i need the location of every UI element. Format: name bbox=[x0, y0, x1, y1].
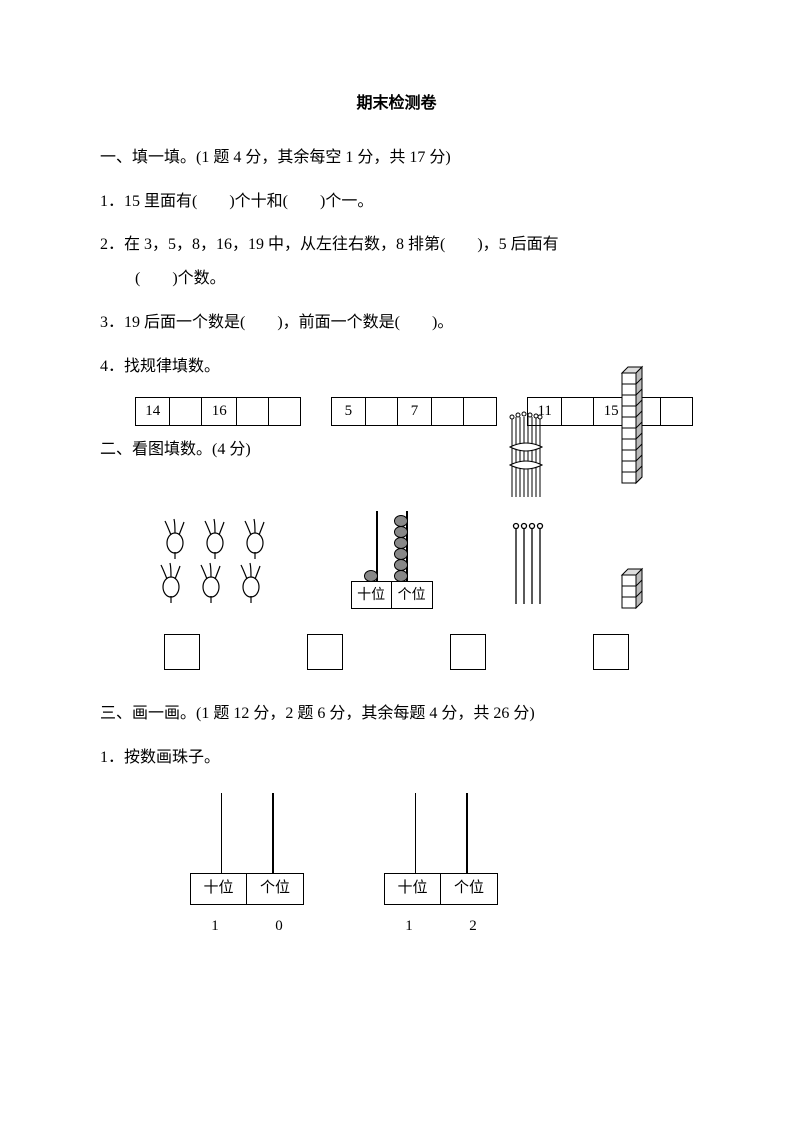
seq1-c4 bbox=[268, 397, 300, 425]
s3-q1: 1．按数画珠子。 bbox=[100, 744, 693, 773]
seq2-c4 bbox=[464, 397, 497, 425]
section2-heading: 二、看图填数。(4 分) bbox=[100, 436, 693, 465]
radishes-graphic bbox=[147, 509, 277, 609]
q2-cont: ( )个数。 bbox=[100, 265, 693, 294]
section3-heading: 三、画一画。(1 题 12 分，2 题 6 分，其余每题 4 分，共 26 分) bbox=[100, 700, 693, 729]
seq1-c0: 14 bbox=[136, 397, 170, 425]
answer-box-1[interactable] bbox=[164, 634, 200, 670]
seq-table-3: 11 15 bbox=[527, 397, 693, 426]
abacus-2: 十位 个位 1 2 bbox=[384, 793, 498, 940]
cubes-graphic bbox=[620, 365, 646, 609]
abacus1-ones-label: 个位 bbox=[247, 874, 303, 904]
seq1-c2: 16 bbox=[202, 397, 236, 425]
bead-icon bbox=[394, 570, 408, 582]
abacus-mini-graphic: 十位 个位 bbox=[351, 511, 433, 609]
mini-ones-label: 个位 bbox=[392, 582, 432, 608]
mini-tens-label: 十位 bbox=[352, 582, 392, 608]
q3: 3．19 后面一个数是( )，前面一个数是( )。 bbox=[100, 309, 693, 338]
answer-box-3[interactable] bbox=[450, 634, 486, 670]
rod-tens[interactable] bbox=[415, 793, 417, 873]
answer-box-4[interactable] bbox=[593, 634, 629, 670]
cube-column-3-icon bbox=[620, 489, 646, 609]
bead-icon bbox=[394, 559, 408, 571]
mini-rod-ones bbox=[406, 511, 408, 581]
rod-ones[interactable] bbox=[272, 793, 274, 873]
stick-bundle-icon bbox=[506, 407, 546, 502]
bead-icon bbox=[394, 548, 408, 560]
q2: 2．在 3，5，8，16，19 中，从左往右数，8 排第( )，5 后面有 ( … bbox=[100, 231, 693, 294]
sequence-tables: 14 16 5 7 11 15 bbox=[135, 397, 693, 426]
bead-icon bbox=[394, 526, 408, 538]
answer-boxes bbox=[110, 634, 683, 670]
q4-label: 4．找规律填数。 bbox=[100, 353, 693, 382]
section1-heading: 一、填一填。(1 题 4 分，其余每空 1 分，共 17 分) bbox=[100, 144, 693, 173]
seq3-c4 bbox=[660, 397, 692, 425]
rod-ones[interactable] bbox=[466, 793, 468, 873]
seq-table-1: 14 16 bbox=[135, 397, 301, 426]
abacus1-ones-num: 0 bbox=[269, 913, 289, 940]
abacus2-tens-num: 1 bbox=[399, 913, 419, 940]
graphics-row: 十位 个位 bbox=[110, 479, 683, 609]
abacus2-tens-label: 十位 bbox=[385, 874, 441, 904]
abacus2-ones-num: 2 bbox=[463, 913, 483, 940]
sticks-graphic bbox=[506, 407, 546, 609]
seq2-c0: 5 bbox=[332, 397, 366, 425]
rod-tens[interactable] bbox=[221, 793, 223, 873]
seq1-c3 bbox=[236, 397, 268, 425]
abacus1-tens-label: 十位 bbox=[191, 874, 247, 904]
abacus2-ones-label: 个位 bbox=[441, 874, 497, 904]
bead-icon bbox=[394, 515, 408, 527]
q1: 1．15 里面有( )个十和( )个一。 bbox=[100, 188, 693, 217]
seq1-c1 bbox=[170, 397, 202, 425]
cube-column-10-icon bbox=[620, 365, 646, 485]
page-title: 期末检测卷 bbox=[100, 90, 693, 119]
q2-text: 2．在 3，5，8，16，19 中，从左往右数，8 排第( )，5 后面有 bbox=[100, 236, 559, 253]
seq3-c1 bbox=[562, 397, 594, 425]
abacus1-tens-num: 1 bbox=[205, 913, 225, 940]
seq-table-2: 5 7 bbox=[331, 397, 497, 426]
abacus-row: 十位 个位 1 0 十位 个位 1 2 bbox=[190, 793, 693, 940]
seq2-c2: 7 bbox=[398, 397, 432, 425]
bead-icon bbox=[394, 537, 408, 549]
radish-icon bbox=[147, 509, 277, 609]
seq2-c3 bbox=[431, 397, 464, 425]
abacus-1: 十位 个位 1 0 bbox=[190, 793, 304, 940]
bead-icon bbox=[364, 570, 378, 582]
mini-rod-tens bbox=[376, 511, 378, 581]
loose-sticks-icon bbox=[512, 514, 546, 609]
seq2-c1 bbox=[365, 397, 398, 425]
answer-box-2[interactable] bbox=[307, 634, 343, 670]
